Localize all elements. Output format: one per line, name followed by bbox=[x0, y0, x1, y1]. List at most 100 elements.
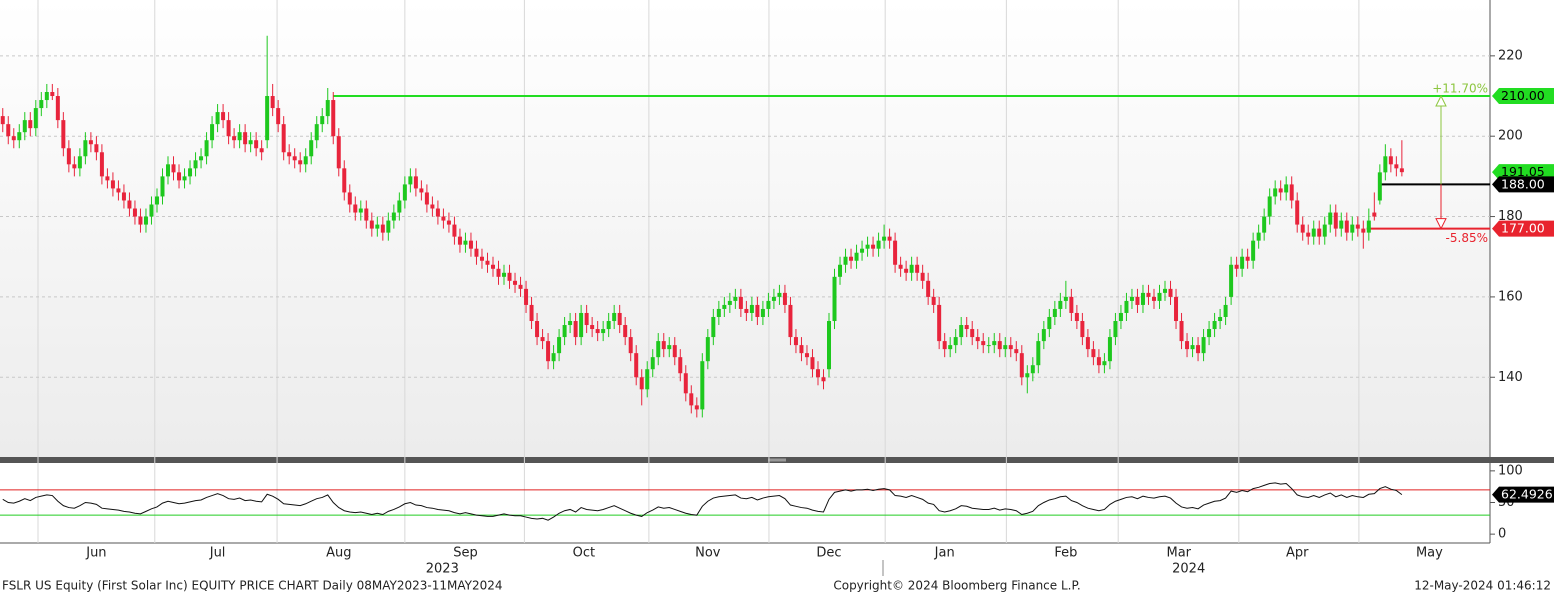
candle-body bbox=[915, 264, 920, 273]
last-price-label: 191.05 bbox=[1501, 164, 1545, 179]
level-box bbox=[1492, 220, 1554, 237]
candle-body bbox=[513, 280, 518, 285]
candle-body bbox=[1063, 296, 1068, 301]
candle-body bbox=[237, 132, 242, 141]
candle-body bbox=[606, 321, 611, 330]
candle-body bbox=[865, 244, 870, 249]
candle-body bbox=[964, 325, 969, 330]
candle-body bbox=[1399, 168, 1404, 173]
candle-body bbox=[17, 132, 22, 141]
candle-body bbox=[0, 116, 5, 125]
candle-body bbox=[623, 325, 628, 338]
candle-body bbox=[105, 176, 110, 181]
y-tick-label: 220 bbox=[1498, 48, 1523, 63]
candle-body bbox=[1008, 345, 1013, 350]
candle-body bbox=[55, 96, 60, 121]
candle-body bbox=[502, 272, 507, 277]
candle-body bbox=[557, 337, 562, 354]
candle-body bbox=[303, 156, 308, 165]
x-tick-label: Nov bbox=[695, 546, 721, 561]
candle-body bbox=[188, 168, 193, 177]
candle-body bbox=[568, 321, 573, 326]
candle-body bbox=[347, 192, 352, 205]
candle-body bbox=[1295, 200, 1300, 225]
candle-body bbox=[992, 341, 997, 346]
candle-body bbox=[1344, 220, 1349, 233]
candle-body bbox=[1322, 224, 1327, 237]
candle-body bbox=[1157, 292, 1162, 301]
candle-body bbox=[601, 329, 606, 334]
candle-body bbox=[490, 264, 495, 269]
candle-body bbox=[777, 292, 782, 297]
candle-body bbox=[221, 112, 226, 121]
candle-body bbox=[402, 184, 407, 201]
candle-body bbox=[771, 296, 776, 301]
x-tick-label: Jun bbox=[85, 546, 106, 561]
candle-body bbox=[1207, 329, 1212, 338]
candle-body bbox=[920, 272, 925, 281]
candle-body bbox=[50, 92, 55, 97]
candle-body bbox=[1047, 316, 1052, 330]
candle-body bbox=[292, 156, 297, 161]
candle-body bbox=[1019, 353, 1024, 378]
candle-body bbox=[1030, 365, 1035, 374]
candle-body bbox=[265, 96, 270, 141]
candle-body bbox=[1311, 228, 1316, 237]
candle-body bbox=[639, 377, 644, 390]
candle-body bbox=[700, 361, 705, 410]
candle-body bbox=[298, 160, 303, 165]
level-label: 188.00 bbox=[1501, 176, 1545, 191]
candle-body bbox=[749, 304, 754, 313]
footer-right: 12-May-2024 01:46:12 bbox=[1414, 579, 1551, 593]
candle-body bbox=[782, 292, 787, 305]
candle-body bbox=[893, 240, 898, 265]
candle-body bbox=[832, 276, 837, 322]
candle-body bbox=[1163, 288, 1168, 293]
candle-body bbox=[149, 204, 154, 217]
candle-body bbox=[937, 304, 942, 342]
candle-body bbox=[1041, 329, 1046, 342]
candle-body bbox=[1124, 300, 1129, 313]
year-label: 2024 bbox=[1172, 562, 1205, 577]
candle-body bbox=[369, 220, 374, 229]
x-tick-label: Jul bbox=[209, 546, 226, 561]
candle-body bbox=[1174, 296, 1179, 322]
candle-body bbox=[1218, 316, 1223, 322]
candle-body bbox=[1278, 188, 1283, 193]
candle-body bbox=[650, 357, 655, 370]
candle-body bbox=[215, 112, 220, 125]
candle-body bbox=[876, 240, 881, 249]
y-tick-label: 180 bbox=[1498, 209, 1523, 224]
candle-body bbox=[535, 321, 540, 338]
candle-body bbox=[507, 272, 512, 281]
candle-body bbox=[44, 92, 49, 101]
candle-body bbox=[166, 164, 171, 177]
candle-body bbox=[898, 264, 903, 269]
candle-body bbox=[997, 341, 1002, 350]
candle-body bbox=[243, 132, 248, 145]
candle-body bbox=[843, 256, 848, 265]
candle-body bbox=[970, 329, 975, 338]
candle-body bbox=[408, 176, 413, 185]
candle-body bbox=[1052, 308, 1057, 317]
candle-body bbox=[815, 369, 820, 378]
candle-body bbox=[926, 280, 931, 297]
candle-body bbox=[1069, 296, 1074, 313]
candle-body bbox=[479, 256, 484, 261]
candle-body bbox=[160, 176, 165, 197]
candle-body bbox=[259, 148, 264, 153]
candle-body bbox=[171, 164, 176, 173]
candles bbox=[0, 35, 1404, 418]
candle-body bbox=[793, 337, 798, 346]
candle-body bbox=[942, 341, 947, 350]
candle-body bbox=[1245, 256, 1250, 261]
indicator-last-box bbox=[1492, 486, 1554, 503]
x-tick-label: May bbox=[1416, 546, 1443, 561]
candle-body bbox=[336, 136, 341, 169]
candle-body bbox=[694, 405, 699, 410]
candle-body bbox=[871, 244, 876, 249]
x-tick-label: Mar bbox=[1167, 546, 1192, 561]
candle-body bbox=[595, 329, 600, 334]
candle-body bbox=[325, 100, 330, 117]
